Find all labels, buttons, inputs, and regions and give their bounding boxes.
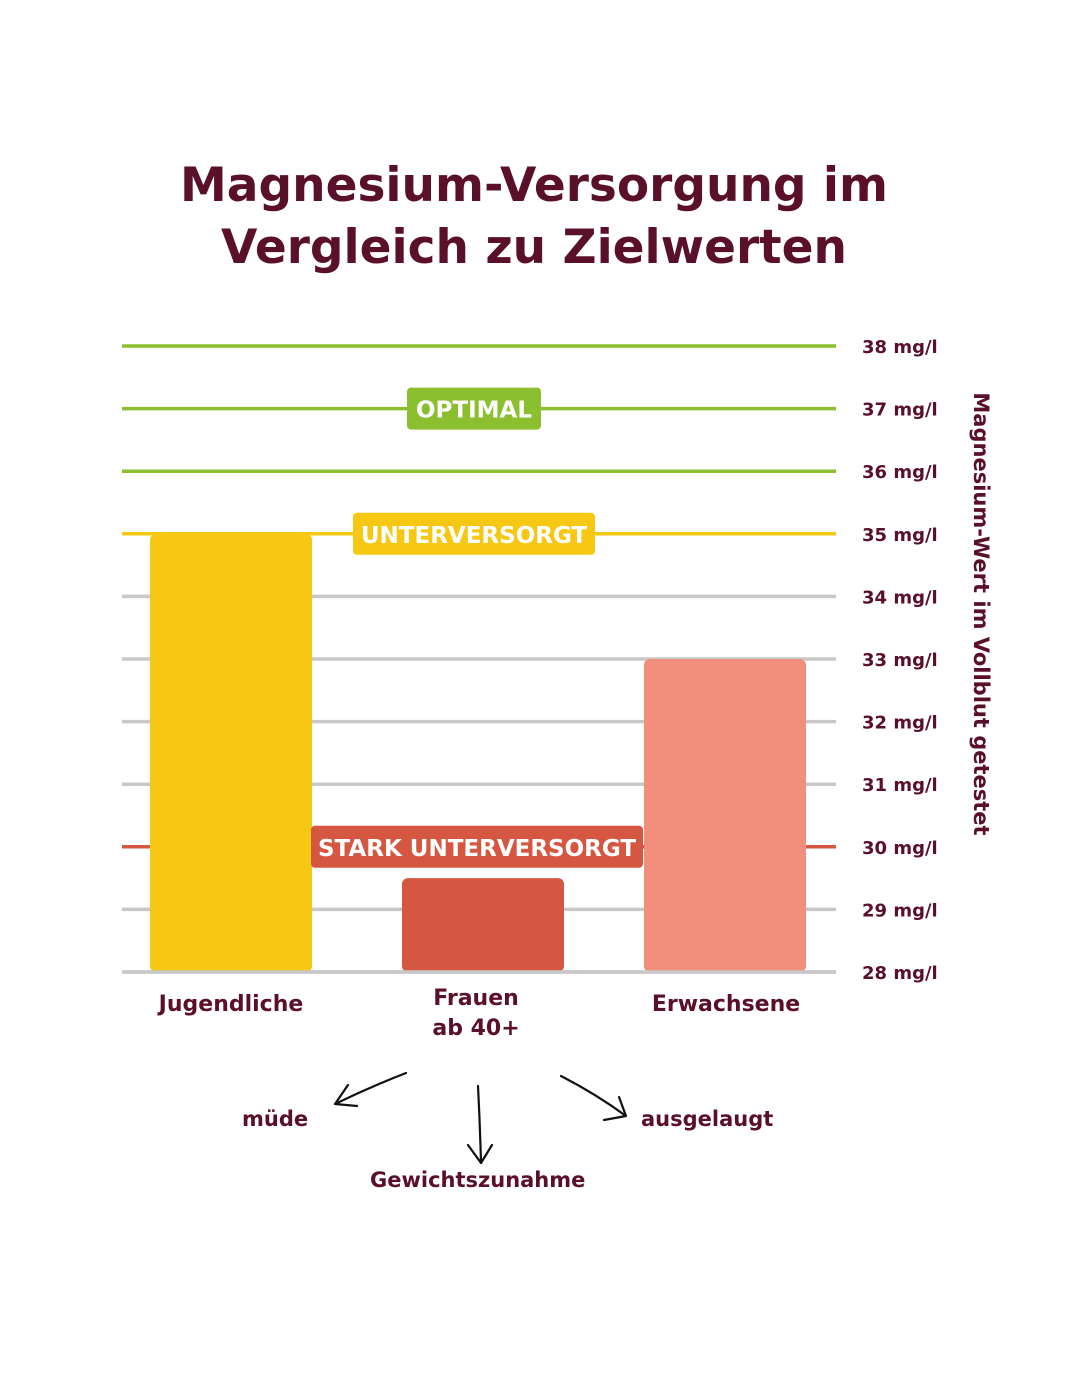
arrow-right-icon [559, 1074, 628, 1122]
category-label-line: Jugendliche [158, 992, 304, 1017]
bars [122, 533, 836, 974]
y-tick-label: 37 mg/l [862, 400, 938, 421]
bar-1 [402, 878, 564, 972]
zone-badge-0: OPTIMAL [407, 387, 541, 430]
category-label-2: Erwachsene [616, 990, 836, 1020]
y-tick-label: 30 mg/l [862, 838, 938, 859]
y-tick-label: 29 mg/l [862, 900, 938, 921]
category-label-line: Frauen [433, 986, 519, 1011]
arrow-down-icon [466, 1084, 494, 1165]
y-tick-label: 34 mg/l [862, 587, 938, 608]
y-tick-label: 31 mg/l [862, 775, 938, 796]
category-label-1: Frauen ab 40+ [366, 984, 586, 1044]
annotation-muede: müde [242, 1107, 309, 1131]
y-tick-label: 36 mg/l [862, 462, 938, 483]
y-axis-label: Magnesium-Wert im Vollblut getestet [969, 392, 993, 835]
zone-label: UNTERVERSORGT [361, 523, 588, 549]
y-axis-tick-labels: 38 mg/l 37 mg/l 36 mg/l 35 mg/l 34 mg/l 33 mg… [862, 337, 938, 984]
y-tick-label: 28 mg/l [862, 963, 938, 984]
chart-title-line-1: Magnesium-Versorgung im [179, 158, 889, 213]
y-tick-label: 33 mg/l [862, 650, 938, 671]
zone-label: OPTIMAL [416, 398, 532, 424]
y-tick-label: 38 mg/l [862, 337, 938, 358]
category-label-line: Erwachsene [651, 992, 801, 1017]
category-label-line: ab 40+ [432, 1016, 520, 1041]
bar-0 [150, 533, 312, 972]
zone-badge-2: STARK UNTERVERSORGT [311, 825, 643, 868]
zone-badge-bg [353, 512, 595, 555]
annotation-gewichtszunahme: Gewichtszunahme [370, 1168, 586, 1192]
zone-badges: OPTIMAL UNTERVERSORGT STARK UNTERVERSORGT [311, 387, 643, 868]
arrow-left-icon [333, 1071, 408, 1108]
chart-title: Magnesium-Versorgung im Vergleich zu Zie… [60, 155, 1008, 279]
zone-badge-1: UNTERVERSORGT [353, 512, 595, 555]
category-label-0: Jugendliche [121, 990, 341, 1020]
zone-badge-bg [311, 825, 643, 868]
annotation-arrows [333, 1071, 628, 1165]
annotation-ausgelaugt: ausgelaugt [641, 1107, 774, 1131]
zone-badge-bg [407, 387, 541, 430]
zone-label: STARK UNTERVERSORGT [318, 836, 636, 862]
y-tick-label: 32 mg/l [862, 713, 938, 734]
bar-2 [644, 659, 806, 972]
chart-title-line-2: Vergleich zu Zielwerten [221, 220, 847, 275]
y-tick-label: 35 mg/l [862, 525, 938, 546]
